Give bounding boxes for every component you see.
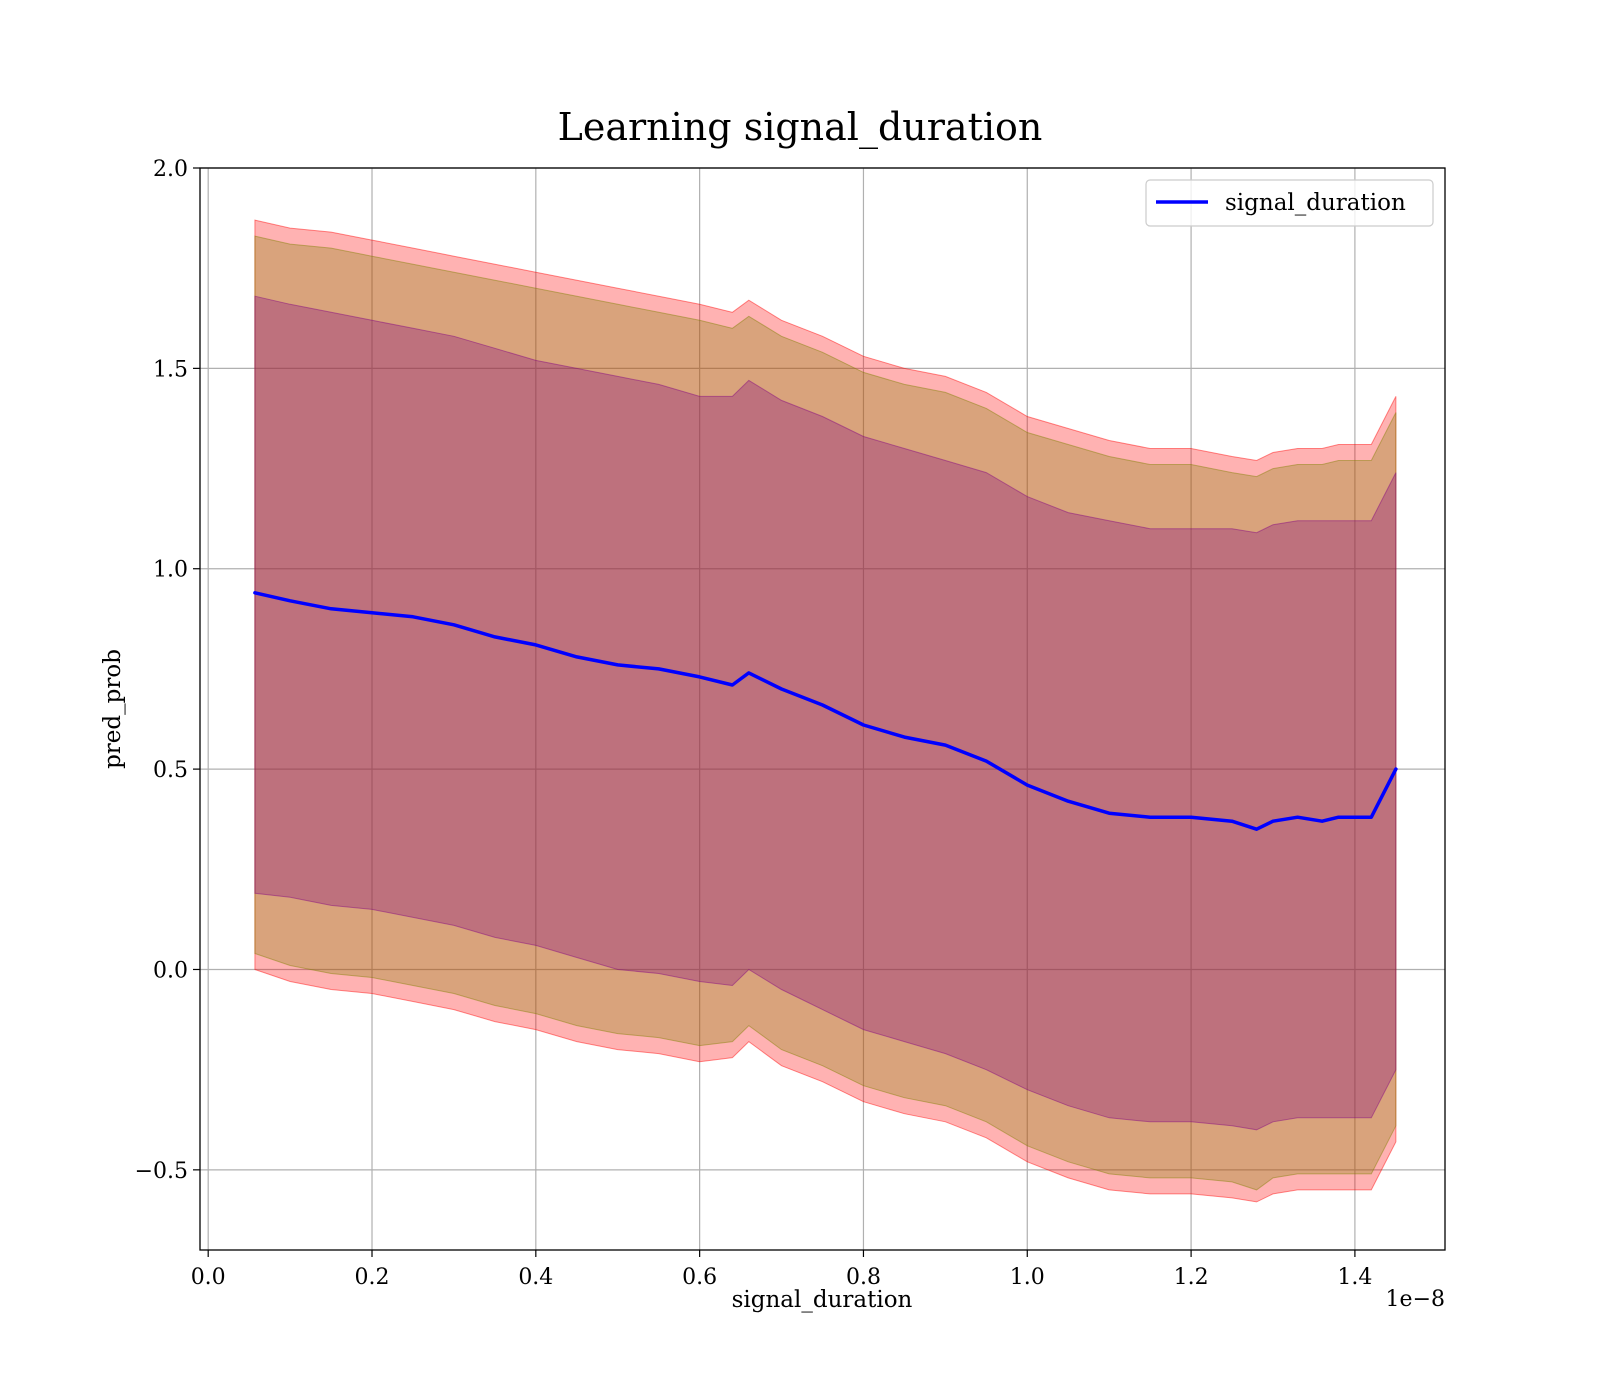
confidence-band-2 (254, 295, 1397, 1131)
y-tick-label-1: 0.0 (153, 958, 188, 983)
y-tick-label-3: 1.0 (153, 558, 188, 583)
x-tick-label-6: 1.2 (1174, 1265, 1209, 1290)
y-axis-ticks: −0.5 0.0 0.5 1.0 1.5 2.0 (135, 157, 200, 1184)
y-tick-label-5: 2.0 (153, 157, 188, 182)
x-tick-label-4: 0.8 (846, 1265, 881, 1290)
confidence-band-0 (254, 219, 1397, 1203)
y-axis-label: pred_prob (100, 649, 126, 769)
x-axis-ticks: 0.0 0.2 0.4 0.6 0.8 1.0 1.2 1.4 (191, 1250, 1372, 1290)
x-axis-label: signal_duration (732, 1287, 913, 1313)
confidence-bands (254, 219, 1397, 1203)
legend-box (1145, 179, 1434, 227)
data-series (253, 591, 1398, 831)
chart-title: Learning signal_duration (558, 105, 1043, 150)
legend-label-signal-duration: signal_duration (1225, 190, 1406, 216)
x-axis-offset-text: 1e−8 (1386, 1287, 1445, 1312)
x-tick-label-0: 0.0 (191, 1265, 226, 1290)
legend: signal_duration (1145, 179, 1434, 227)
x-tick-label-7: 1.4 (1337, 1265, 1372, 1290)
y-tick-label-4: 1.5 (153, 357, 188, 382)
y-tick-label-0: −0.5 (135, 1159, 188, 1184)
x-tick-label-2: 0.4 (518, 1265, 553, 1290)
x-tick-label-5: 1.0 (1010, 1265, 1045, 1290)
plot-frame (199, 167, 1446, 1251)
x-tick-label-3: 0.6 (682, 1265, 717, 1290)
confidence-band-1 (254, 235, 1397, 1191)
series-line-0 (253, 591, 1398, 831)
x-tick-label-1: 0.2 (355, 1265, 390, 1290)
y-tick-label-2: 0.5 (153, 758, 188, 783)
